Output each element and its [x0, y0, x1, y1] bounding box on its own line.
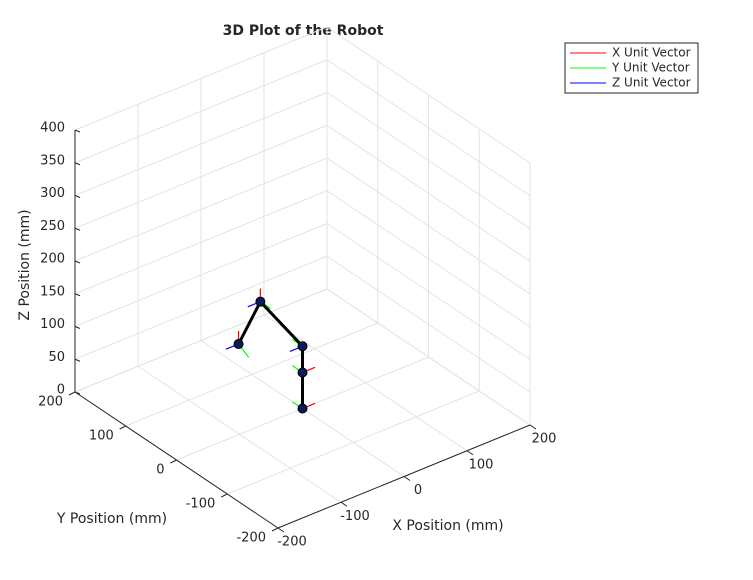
y-tick — [119, 425, 126, 430]
grid-line — [74, 288, 328, 393]
z-tick-label: 350 — [40, 153, 65, 168]
joint — [297, 367, 308, 378]
grid-line — [74, 26, 328, 131]
z-tick — [74, 129, 81, 133]
grid-line — [74, 59, 328, 164]
y-tick-label: 200 — [38, 395, 63, 410]
grid-line — [74, 255, 328, 360]
joint — [297, 341, 308, 352]
z-tick-label: 300 — [40, 186, 65, 201]
grid-line — [326, 223, 531, 360]
y-tick-label: 100 — [89, 429, 114, 444]
x-tick — [466, 450, 474, 456]
z-tick — [74, 260, 81, 264]
z-tick — [74, 162, 81, 166]
y-tick-label: -200 — [236, 531, 266, 546]
grid-line — [74, 190, 328, 295]
y-axis-label: Y Position (mm) — [56, 511, 167, 527]
grid-line — [326, 255, 531, 393]
y-tick — [170, 459, 177, 464]
x-tick — [403, 476, 411, 481]
z-tick-label: 0 — [57, 383, 65, 398]
z-tick-label: 50 — [48, 350, 65, 365]
z-tick-label: 100 — [40, 317, 65, 332]
z-tick — [74, 195, 81, 198]
y-tick — [271, 527, 279, 532]
y-tick — [221, 493, 228, 498]
grid-line — [326, 26, 531, 164]
z-tick — [74, 227, 81, 231]
joint — [233, 339, 244, 350]
robot-link — [237, 299, 304, 409]
legend-label: Y Unit Vector — [611, 61, 690, 75]
grid-line — [326, 157, 531, 295]
x-axis-label: X Position (mm) — [392, 518, 503, 534]
grid-line — [227, 390, 480, 495]
z-tick-label: 150 — [40, 284, 65, 299]
grid-line — [125, 322, 378, 427]
legend-label: Z Unit Vector — [612, 76, 691, 90]
z-tick — [74, 293, 81, 297]
x-tick-label: -100 — [340, 509, 370, 524]
x-tick-label: 0 — [414, 483, 422, 498]
x-tick-label: -200 — [277, 535, 307, 550]
chart-title: 3D Plot of the Robot — [223, 23, 384, 39]
y-tick-label: -100 — [186, 497, 216, 512]
joint — [297, 403, 308, 414]
x-tick — [529, 424, 537, 430]
x-tick-label: 100 — [469, 457, 494, 472]
grid-line — [326, 59, 531, 197]
z-tick-label: 200 — [40, 252, 65, 267]
y-tick — [68, 391, 76, 396]
x-tick — [340, 501, 348, 507]
z-axis-label: Z Position (mm) — [17, 209, 33, 320]
z-tick — [74, 326, 81, 329]
grid-line — [326, 124, 531, 262]
grid-line — [326, 190, 531, 328]
grid-line — [74, 157, 328, 262]
legend-label: X Unit Vector — [612, 46, 691, 60]
grid-line — [74, 92, 328, 196]
y-tick-label: 0 — [156, 463, 164, 478]
z-tick — [74, 358, 81, 362]
x-tick — [277, 527, 285, 533]
grid-line — [326, 92, 531, 229]
joint — [255, 296, 266, 307]
x-tick-label: 200 — [532, 432, 557, 447]
grid-line — [74, 223, 328, 327]
z-tick-label: 400 — [40, 121, 65, 136]
z-tick-label: 250 — [40, 219, 65, 234]
z-tick — [74, 391, 81, 395]
grid-line — [326, 288, 531, 426]
grid-line — [74, 124, 328, 229]
